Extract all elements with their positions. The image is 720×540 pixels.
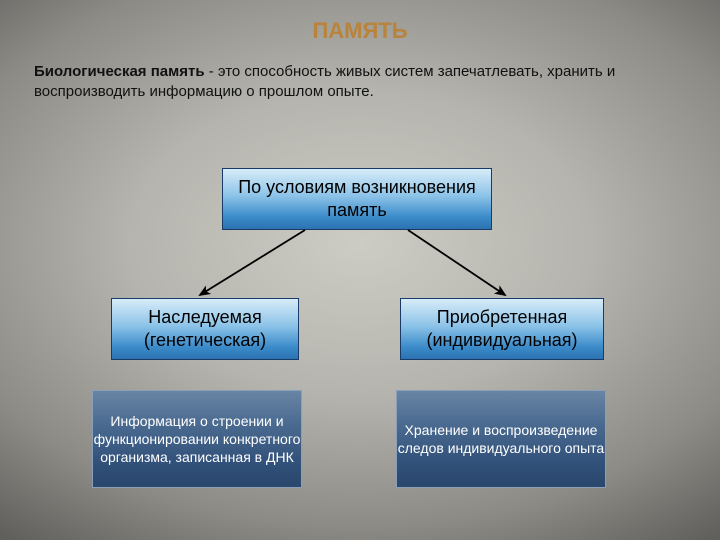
definition-text: Биологическая память - это способность ж…: [34, 62, 686, 103]
arrow-to-left: [200, 230, 305, 295]
root-node: По условиям возникновения память: [222, 168, 492, 230]
branch-left: Наследуемая (генетическая): [111, 298, 299, 360]
page-title: ПАМЯТЬ: [0, 18, 720, 44]
leaf-left: Информация о строении и функционировании…: [92, 390, 302, 488]
leaf-right: Хранение и воспроизведение следов индиви…: [396, 390, 606, 488]
arrow-to-right: [408, 230, 505, 295]
branch-right: Приобретенная (индивидуальная): [400, 298, 604, 360]
definition-term: Биологическая память: [34, 63, 205, 80]
